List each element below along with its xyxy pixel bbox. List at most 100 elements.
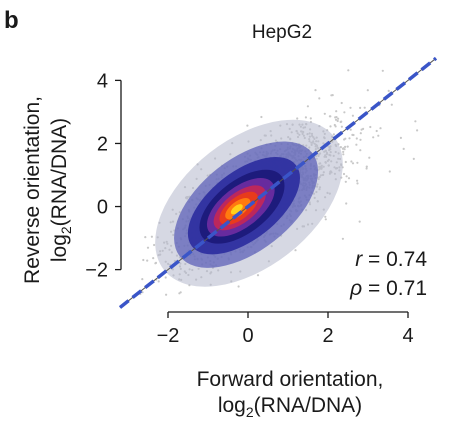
data-point	[402, 147, 405, 150]
data-point	[153, 243, 156, 247]
data-point	[346, 145, 349, 148]
data-point	[331, 94, 334, 97]
data-point	[342, 150, 345, 153]
fit-line	[118, 56, 438, 309]
data-point	[381, 69, 384, 72]
data-point	[340, 120, 343, 123]
data-point	[340, 101, 343, 105]
data-point	[178, 292, 181, 295]
data-point	[323, 112, 326, 115]
data-point	[340, 125, 343, 128]
data-point	[260, 115, 263, 119]
data-point	[344, 180, 347, 183]
data-point	[246, 124, 249, 127]
data-point	[237, 285, 240, 288]
data-point	[333, 123, 336, 127]
y-axis-label: Reverse orientation, log2(RNA/DNA)	[21, 96, 74, 284]
data-point	[345, 175, 348, 178]
data-point	[350, 160, 353, 163]
data-point	[337, 117, 340, 120]
data-point	[369, 125, 372, 129]
data-point	[358, 220, 361, 223]
data-point	[387, 89, 390, 92]
x-axis-label-line1: Forward orientation,	[197, 368, 384, 391]
data-point	[329, 125, 332, 128]
data-point	[355, 143, 358, 146]
data-point	[349, 106, 352, 109]
data-point	[342, 172, 346, 176]
data-point	[146, 246, 150, 249]
data-point	[304, 116, 307, 119]
data-point	[314, 89, 317, 92]
data-point	[342, 153, 345, 156]
data-point	[390, 103, 393, 106]
data-point	[363, 106, 366, 109]
data-point	[164, 276, 167, 279]
data-point	[150, 235, 153, 238]
data-point	[144, 236, 147, 239]
data-point	[368, 156, 371, 159]
data-point	[343, 138, 346, 141]
data-point	[359, 149, 362, 152]
data-point	[347, 69, 350, 72]
y-tick-label: −2	[85, 260, 108, 282]
data-point	[351, 162, 355, 165]
x-tick-label: 0	[242, 325, 253, 347]
data-point	[349, 128, 352, 131]
y-axis-label-line1: Reverse orientation,	[21, 96, 44, 284]
data-point	[399, 136, 402, 139]
data-point	[152, 257, 155, 260]
data-point	[412, 157, 415, 160]
data-point	[296, 117, 299, 120]
data-point	[335, 110, 338, 113]
data-point	[355, 137, 358, 140]
x-tick-label: 2	[322, 325, 333, 347]
data-point	[318, 97, 321, 100]
y-axis-label-line2: log2(RNA/DNA)	[48, 118, 74, 262]
data-point	[332, 133, 335, 136]
data-point	[306, 105, 309, 108]
data-point	[343, 111, 346, 114]
data-point	[336, 119, 339, 123]
data-point	[324, 218, 327, 221]
x-axis-label: Forward orientation, log2(RNA/DNA)	[197, 368, 384, 420]
data-point	[351, 114, 354, 117]
data-point	[348, 137, 351, 140]
data-point	[362, 127, 365, 130]
y-tick-label: 4	[97, 70, 108, 92]
density-overlay	[155, 119, 343, 287]
data-point	[344, 160, 347, 164]
data-point	[359, 132, 362, 135]
y-tick-label: 0	[97, 197, 108, 219]
data-point	[377, 134, 380, 137]
x-axis-label-line2: log2(RNA/DNA)	[218, 394, 362, 420]
data-point	[157, 280, 160, 283]
data-point	[339, 146, 342, 149]
data-point	[356, 182, 359, 185]
data-point	[294, 249, 297, 252]
data-point	[342, 147, 345, 150]
data-point	[359, 138, 362, 141]
data-point	[329, 115, 332, 118]
chart-title: HepG2	[252, 22, 312, 43]
y-axis: −2 0 2 4	[85, 70, 122, 282]
data-point	[379, 127, 382, 130]
x-axis: −2 0 2 4	[157, 311, 414, 347]
x-tick-label: 4	[402, 325, 413, 347]
data-point	[388, 170, 391, 173]
data-point	[352, 133, 355, 137]
data-point	[165, 293, 168, 296]
data-point	[416, 129, 419, 132]
data-point	[334, 118, 338, 121]
data-point	[324, 215, 327, 218]
data-point	[341, 237, 344, 240]
plot-area	[118, 56, 438, 309]
data-point	[356, 161, 359, 164]
y-tick-label: 2	[97, 133, 108, 155]
data-point	[256, 274, 260, 277]
data-point	[141, 278, 144, 281]
data-point	[141, 291, 144, 294]
data-point	[347, 177, 351, 180]
data-point	[365, 167, 368, 170]
